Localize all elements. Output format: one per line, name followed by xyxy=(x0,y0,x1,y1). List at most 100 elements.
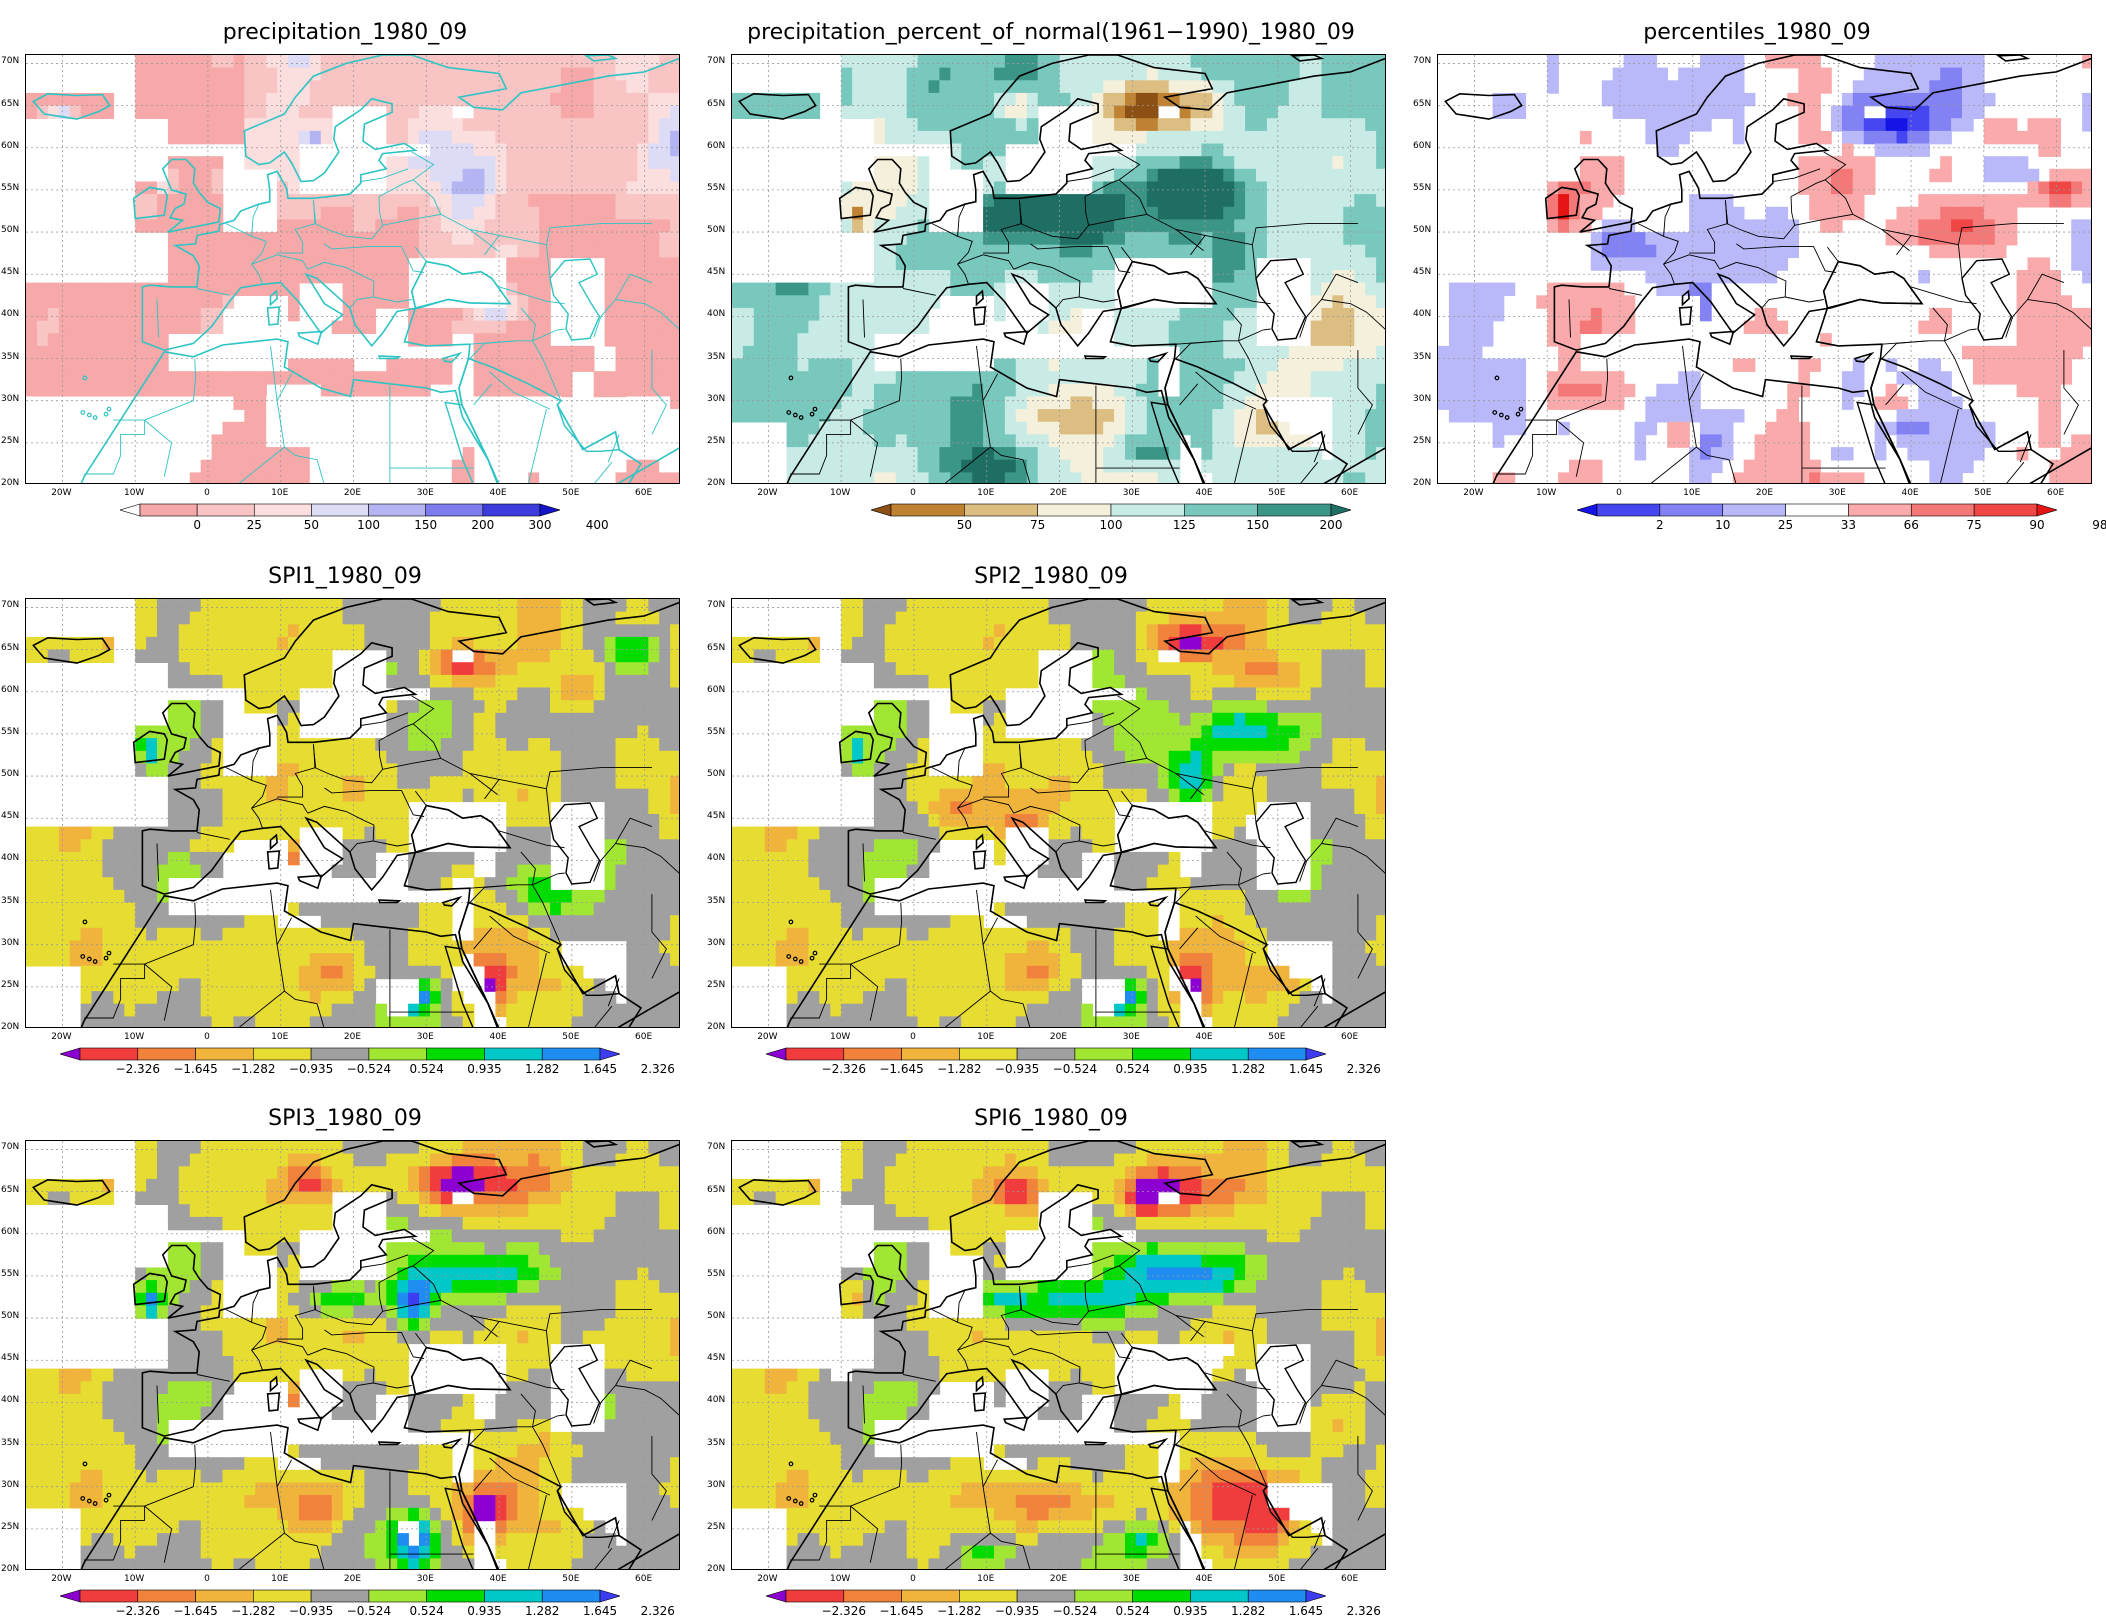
lat-label: 30N xyxy=(707,1480,725,1490)
colorbar-swatch xyxy=(844,1048,902,1060)
colorbar-swatch xyxy=(484,1048,542,1060)
lon-label: 30E xyxy=(417,488,434,498)
lon-label: 10E xyxy=(977,1032,994,1042)
map-canvas xyxy=(732,1141,1386,1570)
lon-label: 10W xyxy=(830,488,850,498)
colorbar-label: 1.645 xyxy=(1289,1062,1323,1076)
lat-label: 20N xyxy=(1,478,19,488)
colorbar-label: −0.935 xyxy=(289,1604,333,1618)
colorbar-swatch xyxy=(1660,504,1723,516)
colorbar-low-arrow xyxy=(60,1590,80,1602)
lon-label: 20E xyxy=(344,1032,361,1042)
lon-label: 60E xyxy=(635,488,652,498)
colorbar-swatch xyxy=(1111,504,1184,516)
lon-label: 40E xyxy=(1901,488,1918,498)
lat-label: 65N xyxy=(707,99,725,109)
colorbar-swatch xyxy=(786,1048,844,1060)
colorbar-swatch xyxy=(138,1048,196,1060)
lat-label: 70N xyxy=(1,1142,19,1152)
colorbar-high-arrow xyxy=(600,1048,620,1060)
lat-label: 30N xyxy=(1,938,19,948)
colorbar-label: 0.935 xyxy=(467,1062,501,1076)
colorbar-swatch xyxy=(80,1048,138,1060)
lon-label: 50E xyxy=(1974,488,1991,498)
colorbar-label: 1.282 xyxy=(1231,1062,1265,1076)
colorbar-label: 2 xyxy=(1656,518,1664,532)
panel-title: SPI6_1980_09 xyxy=(706,1106,1396,1131)
colorbar-swatch xyxy=(369,1048,427,1060)
lon-label: 40E xyxy=(1195,488,1212,498)
lat-label: 60N xyxy=(707,1227,725,1237)
colorbar-label: −0.524 xyxy=(347,1062,391,1076)
lon-label: 40E xyxy=(1195,1574,1212,1584)
colorbar-high-arrow xyxy=(540,504,560,516)
colorbar-high-arrow xyxy=(1331,504,1351,516)
colorbar-swatch xyxy=(426,504,483,516)
colorbar-label: 2.326 xyxy=(1347,1604,1381,1618)
colorbar-label: −1.282 xyxy=(937,1062,981,1076)
colorbar-swatch xyxy=(542,1590,600,1602)
colorbar-swatch xyxy=(80,1590,138,1602)
colorbar-swatch xyxy=(902,1590,960,1602)
lat-label: 45N xyxy=(1,267,19,277)
colorbar-label: −0.935 xyxy=(289,1062,333,1076)
colorbar-label: 200 xyxy=(471,518,494,532)
colorbar-label: −0.524 xyxy=(1053,1604,1097,1618)
colorbar-label: −1.645 xyxy=(173,1604,217,1618)
colorbar-label: 300 xyxy=(529,518,552,532)
panel-title: SPI1_1980_09 xyxy=(0,564,690,589)
lat-label: 25N xyxy=(707,980,725,990)
lon-label: 20W xyxy=(757,1032,777,1042)
map-canvas xyxy=(732,599,1386,1028)
colorbar-swatch xyxy=(254,504,311,516)
lat-label: 60N xyxy=(1413,141,1431,151)
lon-label: 60E xyxy=(635,1032,652,1042)
lon-label: 30E xyxy=(1123,488,1140,498)
lon-label: 10W xyxy=(830,1032,850,1042)
lat-label: 20N xyxy=(707,478,725,488)
colorbar-label: 100 xyxy=(1100,518,1123,532)
lon-label: 10W xyxy=(830,1574,850,1584)
colorbar-label: 0.524 xyxy=(1115,1604,1149,1618)
colorbar-high-arrow xyxy=(1306,1590,1326,1602)
colorbar-label: 25 xyxy=(1778,518,1793,532)
lon-label: 20E xyxy=(344,1574,361,1584)
lon-label: 10E xyxy=(271,1574,288,1584)
colorbar-swatch xyxy=(1258,504,1331,516)
lon-label: 0 xyxy=(910,1032,916,1042)
lon-label: 20W xyxy=(51,1032,71,1042)
lon-label: 60E xyxy=(1341,488,1358,498)
colorbar-high-arrow xyxy=(2037,504,2057,516)
lon-label: 0 xyxy=(910,488,916,498)
colorbar-label: −2.326 xyxy=(116,1062,160,1076)
colorbar-label: 1.645 xyxy=(583,1604,617,1618)
lon-label: 60E xyxy=(1341,1574,1358,1584)
colorbar-swatches xyxy=(60,1046,620,1062)
colorbar-swatch xyxy=(959,1590,1017,1602)
lat-label: 45N xyxy=(1413,267,1431,277)
lon-label: 20W xyxy=(757,1574,777,1584)
colorbar-label: 2.326 xyxy=(1347,1062,1381,1076)
colorbar-low-arrow xyxy=(60,1048,80,1060)
map-canvas xyxy=(1438,55,2092,484)
lon-label: 60E xyxy=(1341,1032,1358,1042)
lat-label: 40N xyxy=(1,853,19,863)
lon-label: 10W xyxy=(124,1032,144,1042)
colorbar-swatch xyxy=(196,1048,254,1060)
colorbar-label: 25 xyxy=(247,518,262,532)
colorbar-swatch xyxy=(196,1590,254,1602)
lon-label: 0 xyxy=(204,1574,210,1584)
lat-label: 50N xyxy=(707,1311,725,1321)
lon-label: 20E xyxy=(344,488,361,498)
lon-label: 20W xyxy=(757,488,777,498)
lat-label: 35N xyxy=(1,1438,19,1448)
lon-label: 20W xyxy=(1463,488,1483,498)
colorbar-label: 33 xyxy=(1841,518,1856,532)
colorbar-label: 125 xyxy=(1173,518,1196,532)
lat-label: 25N xyxy=(1,980,19,990)
lat-label: 30N xyxy=(707,938,725,948)
panel-title: precipitation_1980_09 xyxy=(0,20,690,45)
lat-label: 30N xyxy=(707,394,725,404)
